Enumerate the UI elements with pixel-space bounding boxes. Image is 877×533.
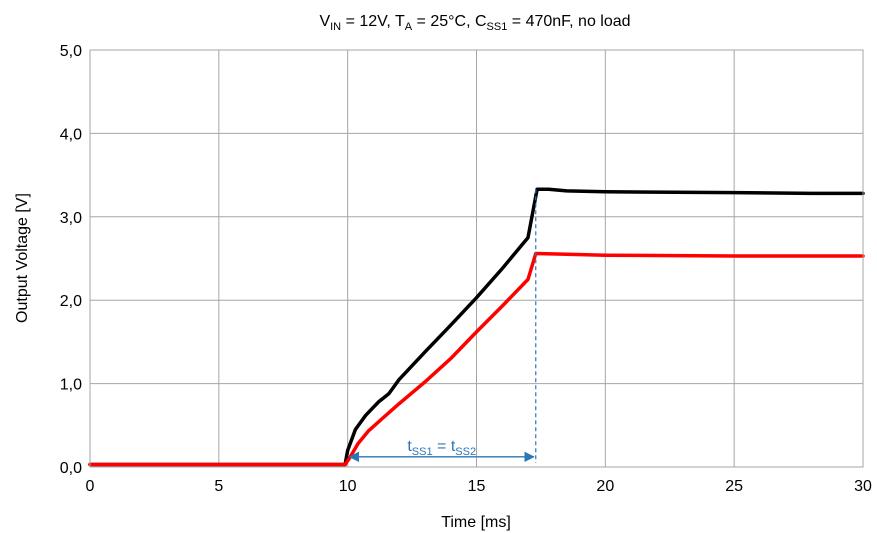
grid bbox=[89, 49, 864, 468]
x-tick-label: 20 bbox=[596, 478, 614, 495]
plot-frame bbox=[89, 49, 864, 468]
x-tick-label: 10 bbox=[339, 478, 357, 495]
x-tick-label: 25 bbox=[725, 478, 743, 495]
y-tick-label: 4,0 bbox=[60, 126, 82, 143]
y-tick-label: 5,0 bbox=[60, 43, 82, 60]
annotation-label: tSS1 = tSS2 bbox=[407, 438, 476, 458]
series-line-1 bbox=[88, 187, 865, 467]
y-axis-title: Output Voltage [V] bbox=[14, 193, 31, 323]
y-tick-label: 3,0 bbox=[60, 210, 82, 227]
y-tick-label: 1,0 bbox=[60, 377, 82, 394]
tick-labels: 0 5 10 15 20 25 30 0,0 1,0 2,0 3,0 4,0 5,0 bbox=[60, 43, 872, 495]
series-line-2 bbox=[88, 251, 865, 467]
y-tick-label: 0,0 bbox=[60, 460, 82, 477]
x-axis-title: Time [ms] bbox=[441, 514, 511, 531]
series bbox=[88, 187, 865, 467]
x-tick-label: 0 bbox=[86, 478, 95, 495]
x-tick-label: 15 bbox=[468, 478, 486, 495]
x-tick-label: 30 bbox=[854, 478, 872, 495]
x-tick-label: 5 bbox=[214, 478, 223, 495]
annotation: tSS1 = tSS2 bbox=[348, 189, 537, 463]
y-tick-label: 2,0 bbox=[60, 293, 82, 310]
chart-title: VIN = 12V, TA = 25°C, CSS1 = 470nF, no l… bbox=[319, 13, 630, 33]
